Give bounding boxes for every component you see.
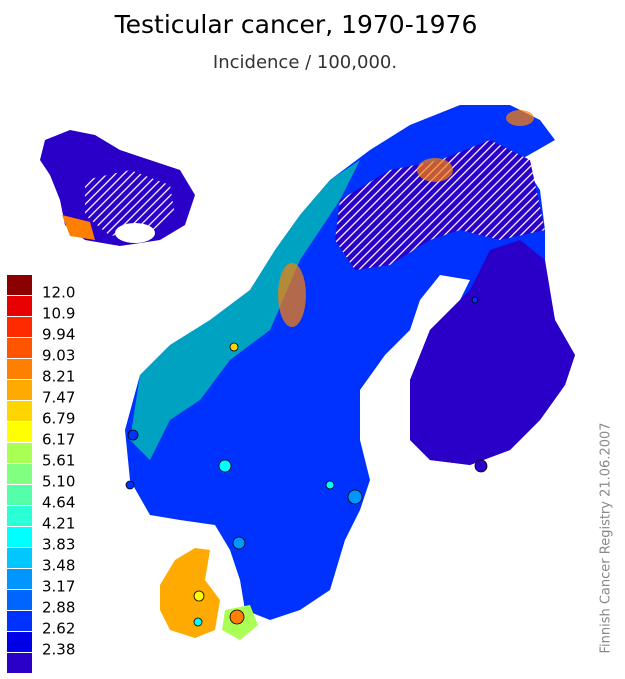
legend: 12.0 10.9 9.94 9.03 8.21 7.47 6.79 6.17 5.61 5.10…	[7, 275, 75, 673]
legend-label: 5.10	[42, 473, 75, 491]
legend-swatch	[7, 527, 32, 547]
legend-swatch	[7, 317, 32, 337]
legend-swatch	[7, 548, 32, 568]
legend-swatch	[7, 296, 32, 316]
legend-label: 6.17	[42, 431, 75, 449]
legend-label: 12.0	[42, 284, 75, 302]
finland	[410, 240, 575, 465]
legend-swatch	[7, 590, 32, 610]
legend-label: 2.38	[42, 641, 75, 659]
credit: Finnish Cancer Registry 21.06.2007	[599, 422, 614, 653]
legend-label: 7.47	[42, 389, 75, 407]
glacier	[115, 223, 155, 243]
legend-label: 4.64	[42, 494, 75, 512]
hotspot	[278, 263, 306, 327]
legend-label: 9.94	[42, 326, 75, 344]
legend-label: 10.9	[42, 305, 75, 323]
iceland-south	[62, 215, 95, 240]
hotspot	[417, 158, 453, 182]
legend-swatch	[7, 275, 32, 295]
iceland-hatch	[85, 170, 175, 236]
legend-swatch	[7, 338, 32, 358]
legend-label: 4.21	[42, 515, 75, 533]
legend-label: 5.61	[42, 452, 75, 470]
legend-label: 9.03	[42, 347, 75, 365]
norway-west	[130, 160, 360, 460]
legend-swatch	[7, 443, 32, 463]
legend-swatch	[7, 611, 32, 631]
legend-swatch	[7, 422, 32, 442]
legend-swatch	[7, 359, 32, 379]
legend-swatch	[7, 506, 32, 526]
legend-label: 2.88	[42, 599, 75, 617]
legend-swatch	[7, 380, 32, 400]
denmark	[160, 548, 220, 638]
scandinavia	[125, 105, 575, 620]
north-hatch	[335, 140, 545, 270]
legend-label: 6.79	[42, 410, 75, 428]
legend-label: 2.62	[42, 620, 75, 638]
legend-swatch	[7, 464, 32, 484]
hotspot	[506, 110, 534, 126]
legend-swatch	[7, 401, 32, 421]
legend-label: 3.83	[42, 536, 75, 554]
subtitle: Incidence / 100,000.	[213, 52, 397, 73]
legend-label: 8.21	[42, 368, 75, 386]
legend-swatch	[7, 632, 32, 652]
city-markers	[125, 296, 488, 627]
map	[40, 105, 575, 640]
title: Testicular cancer, 1970-1976	[114, 10, 478, 39]
legend-swatch	[7, 485, 32, 505]
legend-label: 3.17	[42, 578, 75, 596]
legend-swatch	[7, 569, 32, 589]
legend-swatch	[7, 653, 32, 673]
legend-label: 3.48	[42, 557, 75, 575]
